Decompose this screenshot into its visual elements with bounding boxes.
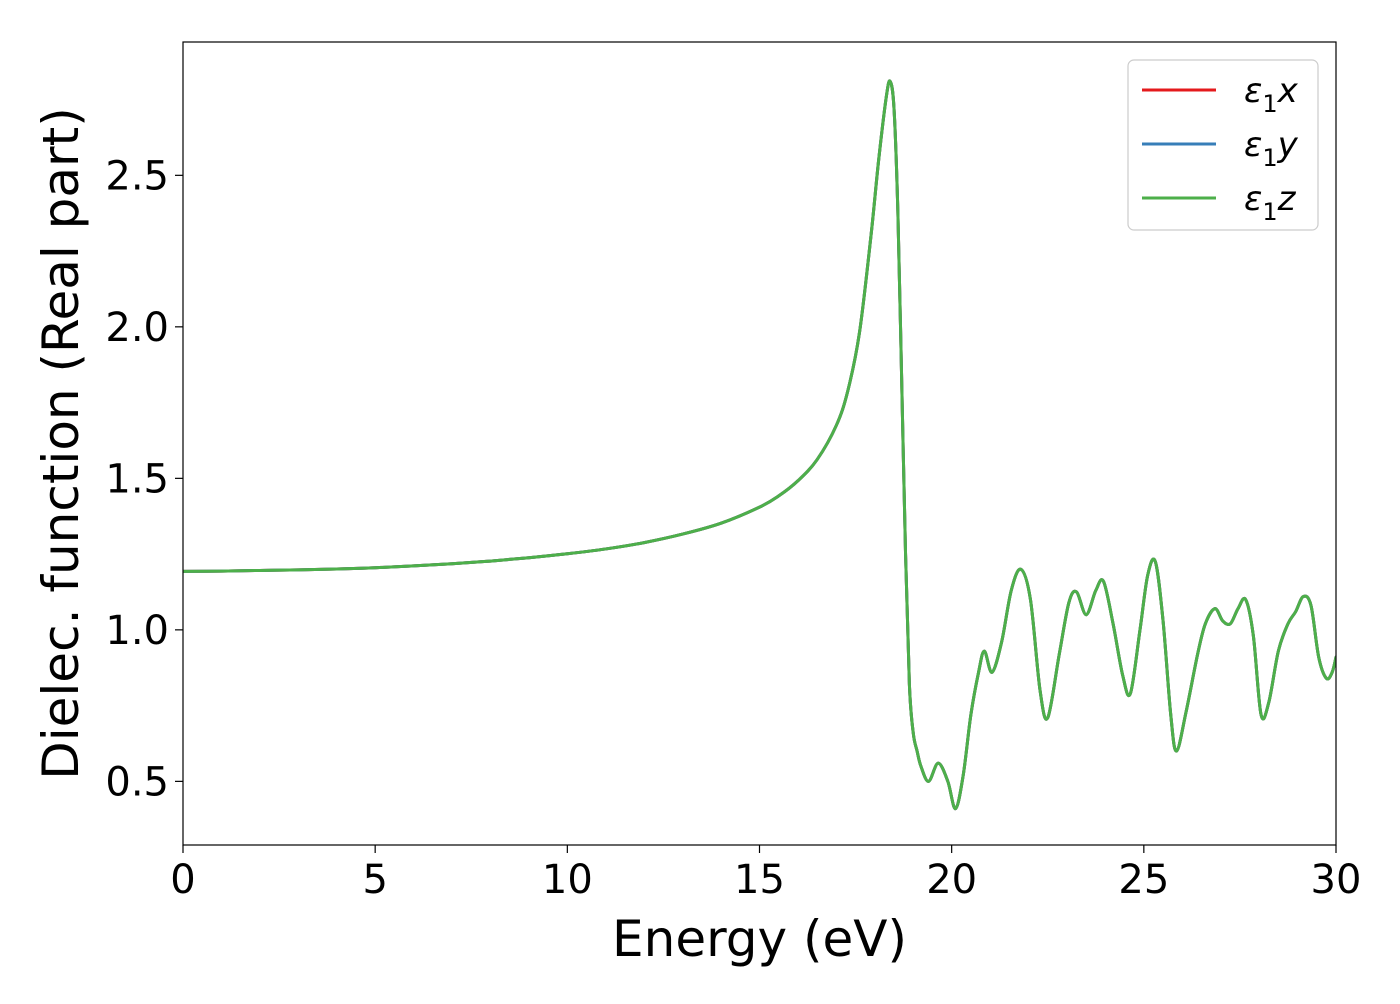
- legend-subscript: 1: [1262, 90, 1277, 118]
- y-tick-label: 2.0: [105, 305, 169, 351]
- x-tick-label: 15: [734, 857, 785, 903]
- series-line-3: [183, 79, 1336, 811]
- legend-symbol: ε: [1244, 125, 1262, 165]
- x-tick-label: 10: [542, 857, 593, 903]
- legend-symbol: ε: [1244, 71, 1262, 111]
- legend-box: [1127, 59, 1319, 231]
- x-tick-label: 0: [170, 857, 195, 903]
- legend-symbol: ε: [1244, 179, 1262, 219]
- series-layer: [183, 79, 1336, 811]
- y-tick-label: 2.5: [105, 153, 169, 199]
- legend-axis: y: [1277, 125, 1299, 165]
- legend-subscript: 1: [1262, 144, 1277, 172]
- y-axis: 0.5 1.0 1.5 2.0 2.5: [105, 153, 183, 805]
- x-tick-label: 25: [1118, 857, 1169, 903]
- legend-label-1: ε1x: [1244, 71, 1299, 118]
- y-tick-label: 1.0: [105, 608, 169, 654]
- x-axis: 0 5 10 15 20 25 30: [170, 845, 1361, 903]
- legend-axis: x: [1277, 71, 1299, 111]
- x-axis-title: Energy (eV): [612, 910, 907, 968]
- x-tick-label: 20: [926, 857, 977, 903]
- x-tick-label: 30: [1311, 857, 1362, 903]
- legend-label-2: ε1y: [1244, 125, 1299, 172]
- legend-label-3: ε1z: [1244, 179, 1297, 226]
- y-tick-label: 1.5: [105, 456, 169, 502]
- legend-axis: z: [1277, 179, 1297, 219]
- y-axis-title: Dielec. function (Real part): [32, 107, 90, 779]
- legend-subscript: 1: [1262, 198, 1277, 226]
- x-tick-label: 5: [362, 857, 387, 903]
- y-tick-label: 0.5: [105, 759, 169, 805]
